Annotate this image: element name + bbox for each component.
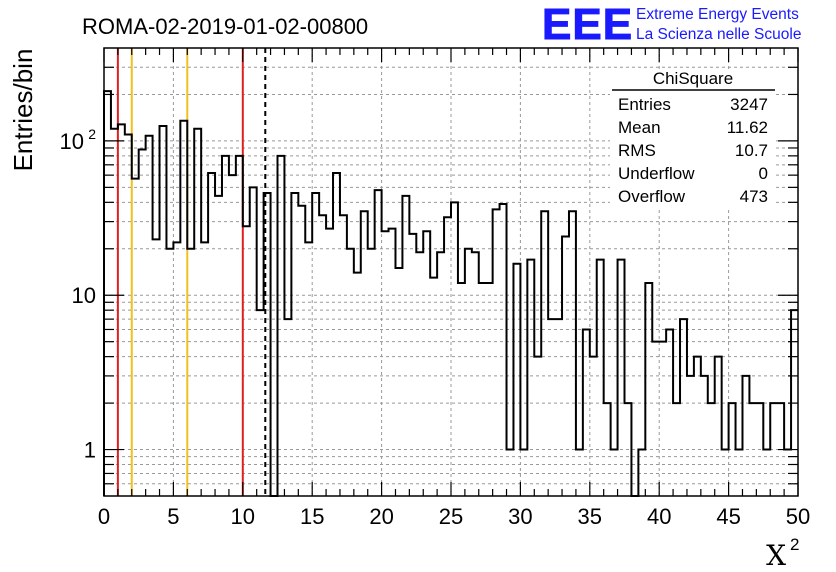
stats-row-label: Mean bbox=[618, 118, 661, 137]
stats-row-value: 11.62 bbox=[727, 118, 768, 137]
x-axis-label-main: X bbox=[766, 539, 786, 572]
histogram-outline bbox=[103, 90, 798, 497]
x-tick-label: 5 bbox=[167, 504, 179, 529]
y-tick-label-exponent: 2 bbox=[88, 126, 96, 142]
x-tick-label: 35 bbox=[578, 504, 602, 529]
x-tick-label: 20 bbox=[369, 504, 393, 529]
x-tick-label: 25 bbox=[439, 504, 463, 529]
eee-logo-line2: La Scienza nelle Scuole bbox=[636, 26, 801, 43]
stats-row-label: Overflow bbox=[618, 187, 686, 206]
stats-row-value: 10.7 bbox=[735, 141, 768, 160]
stats-row-label: Underflow bbox=[618, 164, 695, 183]
stats-row-label: Entries bbox=[618, 95, 671, 114]
x-tick-label: 0 bbox=[98, 504, 110, 529]
stats-box: ChiSquare Entries 3247 Mean 11.62 RMS 10.7 Und… bbox=[610, 69, 775, 208]
y-tick-label: 1 bbox=[84, 438, 96, 463]
stats-row-value: 473 bbox=[740, 187, 768, 206]
y-tick-label: 10 bbox=[60, 129, 84, 154]
y-tick-label: 10 bbox=[72, 283, 96, 308]
x-tick-label: 40 bbox=[647, 504, 671, 529]
y-axis-label: Entries/bin bbox=[8, 49, 38, 172]
x-axis-label-superscript: 2 bbox=[790, 535, 799, 554]
stats-row-value: 3247 bbox=[730, 95, 768, 114]
x-tick-label: 30 bbox=[508, 504, 532, 529]
eee-logo: EEE Extreme Energy Events La Scienza nel… bbox=[542, 0, 802, 50]
x-tick-label: 45 bbox=[716, 504, 740, 529]
stats-row-label: RMS bbox=[618, 141, 656, 160]
reference-lines bbox=[116, 48, 267, 496]
stats-box-background bbox=[610, 70, 775, 208]
stats-row-value: 0 bbox=[759, 164, 768, 183]
x-axis-label: X bbox=[766, 539, 786, 572]
x-tick-label: 50 bbox=[786, 504, 810, 529]
stats-box-title: ChiSquare bbox=[653, 69, 733, 88]
x-tick-label: 10 bbox=[231, 504, 255, 529]
eee-logo-line1: Extreme Energy Events bbox=[636, 6, 799, 23]
eee-logo-text: EEE bbox=[542, 0, 633, 49]
chart-title: ROMA-02-2019-01-02-00800 bbox=[82, 14, 368, 39]
x-tick-label: 15 bbox=[300, 504, 324, 529]
